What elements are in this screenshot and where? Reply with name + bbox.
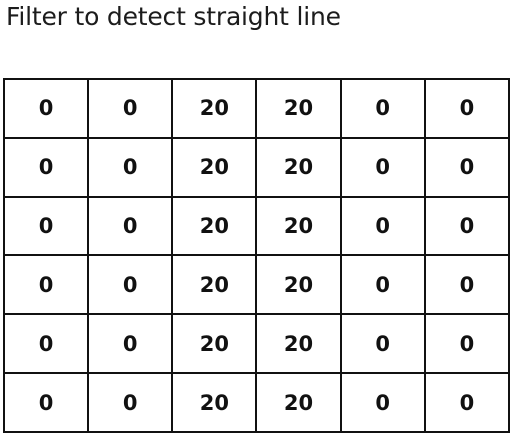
- matrix-cell: 20: [171, 254, 258, 316]
- matrix-row: 0 0 20 20 0 0: [2, 254, 511, 316]
- matrix-row: 0 0 20 20 0 0: [2, 78, 511, 139]
- matrix-cell: 0: [87, 78, 174, 139]
- matrix-cell: 0: [2, 78, 90, 139]
- matrix-cell: 20: [171, 313, 258, 375]
- matrix-row: 0 0 20 20 0 0: [2, 313, 511, 375]
- matrix-cell: 0: [2, 313, 90, 375]
- matrix-cell: 0: [87, 195, 174, 257]
- matrix-cell: 0: [423, 195, 511, 257]
- matrix-cell: 0: [339, 78, 426, 139]
- matrix-cell: 20: [255, 313, 342, 375]
- matrix-cell: 20: [171, 195, 258, 257]
- matrix-cell: 0: [2, 254, 90, 316]
- filter-matrix: 0 0 20 20 0 0 0 0 20 20 0 0 0 0 20 20 0 0 0 0 20 20 0 0 0 0 20 20 0 0…: [2, 78, 511, 433]
- matrix-cell: 20: [255, 195, 342, 257]
- matrix-cell: 0: [2, 136, 90, 198]
- filter-matrix-body: 0 0 20 20 0 0 0 0 20 20 0 0 0 0 20 20 0 0 0 0 20 20 0 0 0 0 20 20 0 0…: [2, 78, 511, 433]
- matrix-row: 0 0 20 20 0 0: [2, 372, 511, 433]
- matrix-row: 0 0 20 20 0 0: [2, 195, 511, 257]
- matrix-cell: 20: [255, 372, 342, 433]
- matrix-cell: 0: [87, 372, 174, 433]
- matrix-cell: 0: [2, 372, 90, 433]
- matrix-cell: 0: [339, 372, 426, 433]
- matrix-cell: 0: [339, 195, 426, 257]
- matrix-cell: 0: [423, 78, 511, 139]
- matrix-cell: 0: [87, 136, 174, 198]
- matrix-cell: 0: [339, 136, 426, 198]
- matrix-cell: 20: [171, 136, 258, 198]
- matrix-cell: 0: [423, 254, 511, 316]
- page-title: Filter to detect straight line: [6, 2, 341, 31]
- matrix-cell: 20: [255, 136, 342, 198]
- matrix-cell: 20: [255, 78, 342, 139]
- matrix-cell: 0: [423, 136, 511, 198]
- matrix-cell: 20: [171, 372, 258, 433]
- matrix-cell: 0: [423, 313, 511, 375]
- matrix-row: 0 0 20 20 0 0: [2, 136, 511, 198]
- matrix-cell: 20: [171, 78, 258, 139]
- matrix-cell: 0: [87, 254, 174, 316]
- matrix-cell: 0: [423, 372, 511, 433]
- matrix-cell: 0: [339, 313, 426, 375]
- matrix-cell: 0: [87, 313, 174, 375]
- matrix-cell: 0: [2, 195, 90, 257]
- matrix-cell: 0: [339, 254, 426, 316]
- matrix-cell: 20: [255, 254, 342, 316]
